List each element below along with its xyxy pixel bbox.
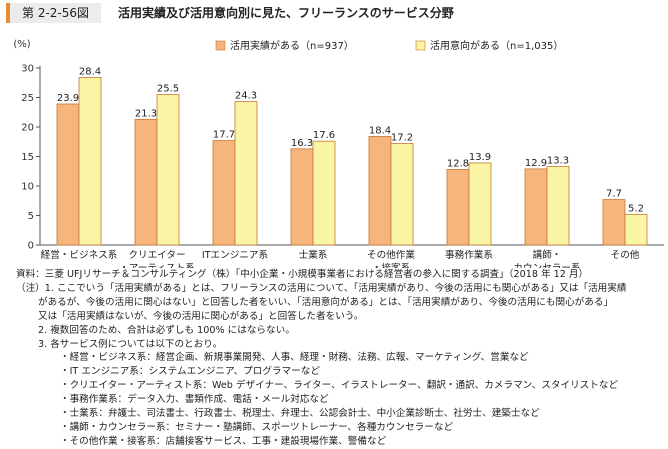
example-item: ・事務作業系：データ入力、書類作成、電話・メール対応など	[60, 394, 329, 406]
y-tick-label: 0	[28, 241, 34, 252]
y-tick-label: 30	[21, 64, 34, 75]
data-label: 17.6	[313, 130, 335, 141]
bar	[156, 94, 180, 246]
bar	[234, 101, 258, 246]
figure-number: 第 2-2-56図	[6, 3, 102, 23]
example-item: ・クリエイター・アーティスト系：Web デザイナー、ライター、イラストレーター、…	[60, 380, 619, 392]
x-tick-label: 士業系	[299, 249, 328, 261]
bar	[524, 168, 548, 246]
note-1-cont: 又は「活用実績はないが、今後の活用に関心がある」と回答した者をいう。	[38, 310, 364, 322]
x-tick-label: クリエイター	[128, 250, 185, 261]
bar	[624, 213, 648, 246]
bar	[56, 103, 80, 246]
x-tick-label: 講師・	[533, 249, 562, 261]
bar	[312, 140, 336, 246]
title-bar: 第 2-2-56図 活用実績及び活用意向別に見た、フリーランスのサービス分野	[0, 0, 668, 26]
y-tick-label: 5	[28, 211, 34, 222]
y-tick-label: 10	[21, 182, 34, 193]
y-tick-label: 15	[21, 152, 34, 163]
x-tick-label: ・アーティスト系	[119, 263, 195, 268]
x-tick-label: 経営・ビジネス系	[41, 249, 118, 261]
bar	[468, 162, 492, 246]
data-label: 12.8	[447, 158, 469, 169]
bar	[546, 166, 570, 246]
data-label: 18.4	[369, 125, 391, 136]
bar	[602, 199, 626, 246]
bar	[368, 136, 392, 246]
data-label: 17.7	[213, 130, 235, 141]
legend-swatch	[415, 40, 426, 51]
data-label: 16.3	[291, 138, 313, 149]
note-1: （注）1. ここでいう「活用実績がある」とは、フリーランスの活用について、「活用…	[16, 282, 627, 294]
data-label: 7.7	[606, 189, 622, 200]
x-tick-label: その他作業	[367, 249, 415, 261]
bar-chart: (%) 0 5 10 15 20 25 30 活用実績がある（n=937） 活用意向がある（n=1…	[13, 39, 664, 268]
y-unit-label: (%)	[13, 39, 30, 50]
notes: 資料：三菱 UFJリサーチ＆コンサルティング（株）「中小企業・小規模事業者におけ…	[16, 268, 664, 449]
x-tick-label: その他	[611, 249, 640, 261]
x-tick-label: ・接客系	[372, 262, 410, 268]
x-tick-label: ITエンジニア系	[202, 250, 268, 261]
bar	[446, 169, 470, 246]
y-tick-label: 25	[21, 93, 34, 104]
data-label: 13.3	[547, 156, 569, 167]
legend-label: 活用実績がある（n=937）	[230, 39, 354, 52]
example-item: ・講師・カウンセラー系：セミナー・塾講師、スポーツトレーナー、各種カウンセラーな…	[60, 421, 454, 433]
note-1-cont: があるが、今後の活用に関心はない」と回答した者をいい、「活用意向がある」とは、「…	[38, 296, 614, 308]
chart-title: 活用実績及び活用意向別に見た、フリーランスのサービス分野	[118, 6, 454, 20]
data-label: 23.9	[57, 93, 79, 104]
bar	[134, 118, 158, 246]
source-note: 資料：三菱 UFJリサーチ＆コンサルティング（株）「中小企業・小規模事業者におけ…	[16, 269, 589, 280]
data-label: 25.5	[157, 84, 179, 95]
example-item: ・経営・ビジネス系：経営企画、新規事業開発、人事、経理・財務、法務、広報、マーケ…	[60, 352, 529, 364]
data-label: 5.2	[628, 203, 644, 214]
data-label: 12.9	[525, 158, 547, 169]
example-item: ・士業系：弁護士、司法書士、行政書士、税理士、弁理士、公認会計士、中小企業診断士…	[60, 408, 540, 420]
bar	[78, 77, 102, 246]
data-label: 28.4	[79, 66, 101, 77]
example-item: ・その他作業・接客系：店舗接客サービス、工事・建設現場作業、警備など	[60, 435, 387, 447]
bar	[290, 148, 314, 246]
y-tick-label: 20	[21, 123, 34, 134]
example-item: ・IT エンジニア系：システムエンジニア、プログラマーなど	[60, 366, 320, 378]
data-label: 24.3	[235, 91, 257, 102]
bar	[390, 143, 414, 246]
legend-label: 活用意向がある（n=1,035）	[430, 39, 563, 52]
data-label: 21.3	[135, 108, 157, 119]
x-tick-label: 事務作業系	[445, 249, 493, 261]
legend-swatch	[215, 40, 226, 51]
note-3: 3. 各サービス例については以下のとおり。	[38, 338, 223, 350]
data-label: 13.9	[469, 152, 491, 163]
bar	[212, 140, 236, 246]
note-2: 2. 複数回答のため、合計は必ずしも 100% にはならない。	[38, 324, 295, 336]
x-tick-label: カウンセラー系	[513, 263, 580, 268]
data-label: 17.2	[391, 133, 413, 144]
